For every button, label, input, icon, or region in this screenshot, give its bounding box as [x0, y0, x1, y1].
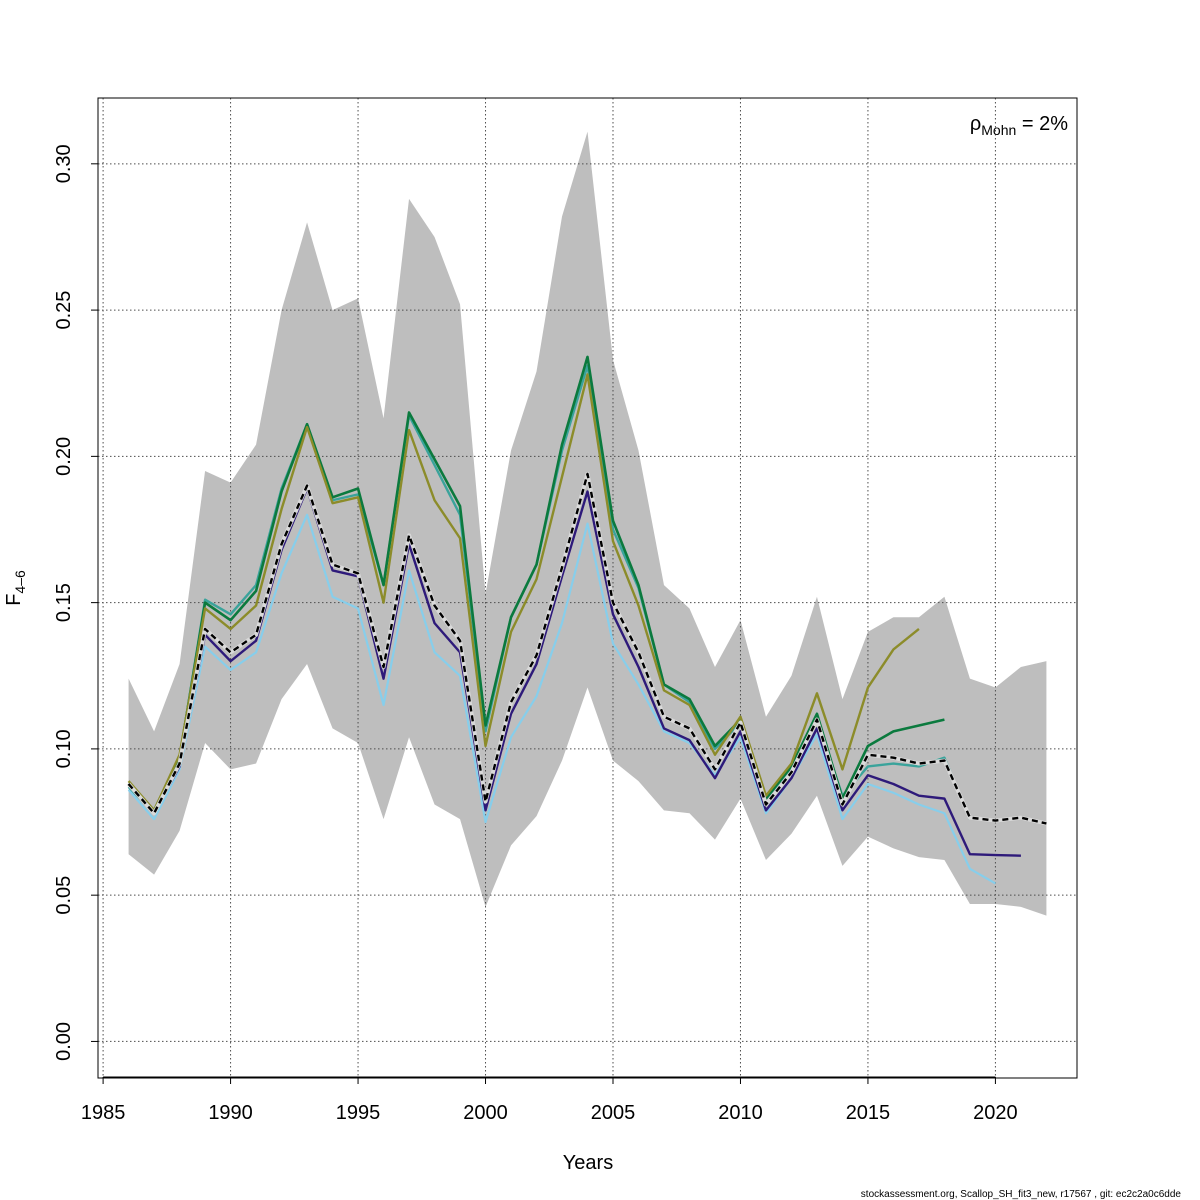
x-tick-label: 2015 [846, 1102, 891, 1124]
series-line-4 [127, 355, 945, 812]
grid-layer [98, 98, 1077, 1078]
y-tick-label: 0.25 [53, 291, 75, 330]
x-tick-label: 2000 [463, 1102, 508, 1124]
y-tick-label: 0.15 [53, 583, 75, 622]
y-tick-label: 0.30 [53, 144, 75, 183]
x-tick-label: 2010 [718, 1102, 763, 1124]
x-tick-label: 2020 [973, 1102, 1018, 1124]
y-axis: 0.00 0.05 0.10 0.15 0.20 0.25 0.30 [53, 144, 99, 1061]
x-tick-label: 1995 [336, 1102, 381, 1124]
series-layer [127, 355, 1047, 885]
mohn-rho-annotation: ρMohn = 2% [970, 113, 1068, 138]
series-line-1 [127, 513, 996, 885]
y-tick-label: 0.10 [53, 729, 75, 768]
y-axis-title-main: F [3, 594, 25, 606]
rho-value: = 2% [1016, 113, 1068, 135]
x-tick-label: 1985 [81, 1102, 126, 1124]
x-axis-title: Years [563, 1152, 613, 1174]
series-line-6 [127, 472, 1047, 825]
x-tick-label: 2005 [591, 1102, 636, 1124]
x-axis: 1985 1990 1995 2000 2005 2010 2015 2020 [81, 1076, 1018, 1124]
y-tick-label: 0.00 [53, 1022, 75, 1061]
rho-subscript: Mohn [981, 122, 1016, 138]
rho-symbol: ρ [970, 113, 981, 135]
x-tick-label: 1990 [208, 1102, 253, 1124]
y-tick-label: 0.05 [53, 876, 75, 915]
footer-credit: stockassessment.org, Scallop_SH_fit3_new… [861, 1189, 1182, 1200]
y-tick-label: 0.20 [53, 437, 75, 476]
series-line-5 [127, 373, 920, 812]
y-axis-title-sub: 4–6 [12, 570, 28, 594]
y-axis-title: F4–6 [3, 570, 28, 606]
